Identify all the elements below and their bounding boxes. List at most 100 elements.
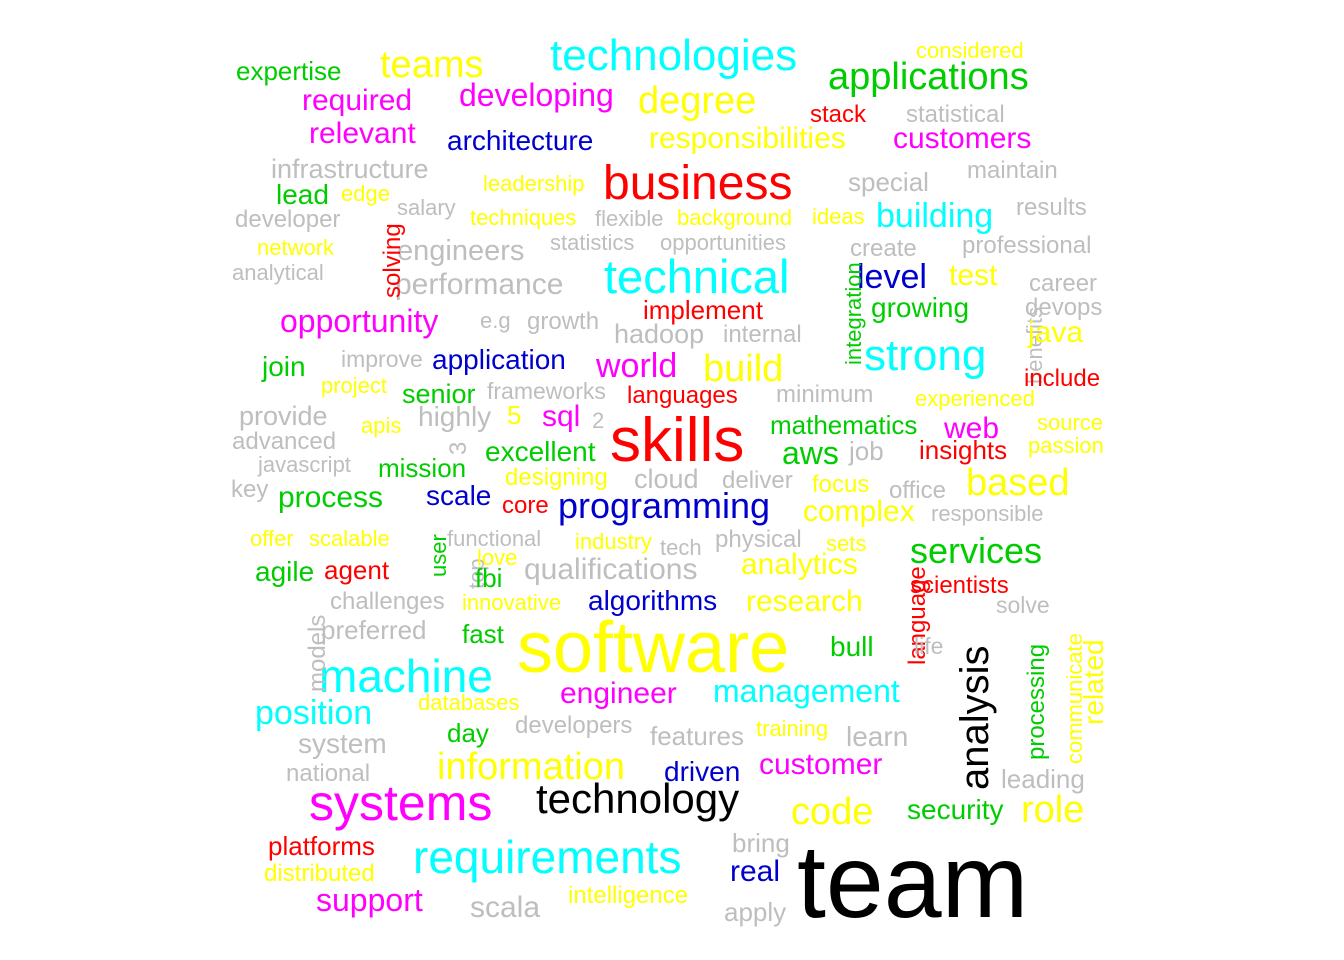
word-national: national [286, 760, 371, 787]
word-include: include [1024, 365, 1101, 392]
word-source: source [1037, 410, 1104, 435]
word-edge: edge [341, 181, 390, 206]
word-engineer: engineer [560, 677, 677, 710]
word-apis: apis [361, 413, 402, 438]
word-offer: offer [250, 526, 294, 551]
word-physical: physical [715, 526, 802, 553]
word-ideas: ideas [812, 204, 865, 229]
word-apply: apply [724, 897, 787, 927]
word-5: 5 [507, 400, 522, 430]
word-integration: integration [841, 262, 866, 365]
word-implement: implement [643, 295, 763, 325]
word-project: project [321, 373, 388, 398]
word-sets: sets [826, 531, 867, 556]
word-bring: bring [732, 828, 790, 858]
word-support: support [316, 882, 423, 918]
word-web: web [944, 412, 1000, 445]
word-services: services [910, 530, 1043, 571]
word-functional: functional [447, 526, 542, 551]
word-background: background [677, 205, 792, 230]
word-create: create [850, 235, 917, 262]
word-improve: improve [341, 346, 423, 372]
word-building: building [876, 197, 994, 235]
word-team: team [797, 824, 1029, 940]
word-learn: learn [846, 721, 909, 752]
word-scale: scale [426, 480, 492, 511]
word-solve: solve [996, 592, 1050, 618]
word-stack: stack [810, 101, 867, 128]
word-customer: customer [759, 748, 883, 781]
word-devops: devops [1025, 294, 1103, 321]
word-career: career [1029, 270, 1098, 297]
word-driven: driven [664, 756, 741, 787]
word-opportunity: opportunity [280, 303, 439, 339]
word-sql: sql [542, 400, 581, 433]
word-degree: degree [638, 80, 757, 122]
word-based: based [966, 462, 1070, 504]
word-deliver: deliver [722, 467, 793, 494]
word-scala: scala [470, 891, 541, 924]
word-techniques: techniques [470, 205, 577, 230]
word-position: position [255, 694, 373, 732]
word-focus: focus [812, 471, 870, 498]
word-databases: databases [418, 690, 520, 715]
word-programming: programming [558, 485, 771, 526]
word-opportunities: opportunities [660, 230, 786, 255]
word-process: process [278, 481, 384, 514]
word-analytics: analytics [741, 548, 858, 581]
word-security: security [907, 794, 1004, 825]
word-architecture: architecture [447, 125, 594, 156]
word-developers: developers [515, 712, 633, 739]
word-software: software [517, 608, 790, 688]
word-excellent: excellent [485, 436, 596, 467]
word-teams: teams [380, 44, 484, 86]
word-minimum: minimum [776, 381, 874, 408]
word-tech: tech [660, 535, 702, 560]
word-qualifications: qualifications [524, 553, 698, 586]
word-agent: agent [324, 555, 390, 585]
word-application: application [432, 344, 566, 375]
word-communicate: communicate [1062, 633, 1087, 764]
word-preferred: preferred [321, 615, 427, 645]
word-strong: strong [864, 331, 987, 380]
word-bull: bull [830, 631, 874, 662]
word-customers: customers [893, 122, 1032, 155]
word-technical: technical [604, 250, 790, 303]
word-training: training [756, 716, 829, 741]
word-system: system [298, 728, 387, 759]
word-test: test [949, 259, 998, 292]
word-growing: growing [871, 292, 970, 323]
word-algorithms: algorithms [588, 585, 718, 616]
word-required: required [302, 84, 413, 117]
word-infrastructure: infrastructure [271, 154, 429, 184]
word-internal: internal [723, 321, 802, 348]
word-processing: processing [1023, 643, 1050, 760]
word-senior: senior [402, 379, 476, 409]
word-mathematics: mathematics [770, 410, 918, 440]
word-life: life [914, 633, 944, 659]
word-advanced: advanced [232, 428, 337, 455]
word-job: job [849, 436, 884, 466]
word-analytical: analytical [232, 260, 324, 285]
word-salary: salary [397, 195, 456, 220]
word-distributed: distributed [264, 860, 375, 887]
word-platforms: platforms [268, 831, 375, 861]
word-relevant: relevant [309, 117, 416, 150]
word-innovative: innovative [462, 590, 562, 615]
word-growth: growth [527, 308, 600, 335]
word-responsible: responsible [931, 501, 1044, 526]
word-maintain: maintain [967, 157, 1058, 184]
word-scientists: scientists [910, 572, 1009, 599]
word-management: management [713, 673, 900, 709]
word-skills: skills [610, 406, 745, 475]
word-flexible: flexible [595, 206, 664, 231]
word-fbi: fbi [475, 563, 503, 593]
word-provide: provide [239, 401, 328, 431]
word-systems: systems [309, 775, 493, 831]
word-passion: passion [1028, 433, 1104, 458]
word-java: java [1028, 316, 1084, 349]
word-insights: insights [919, 435, 1008, 465]
word-information: information [437, 746, 625, 788]
word-love: love [477, 545, 518, 570]
